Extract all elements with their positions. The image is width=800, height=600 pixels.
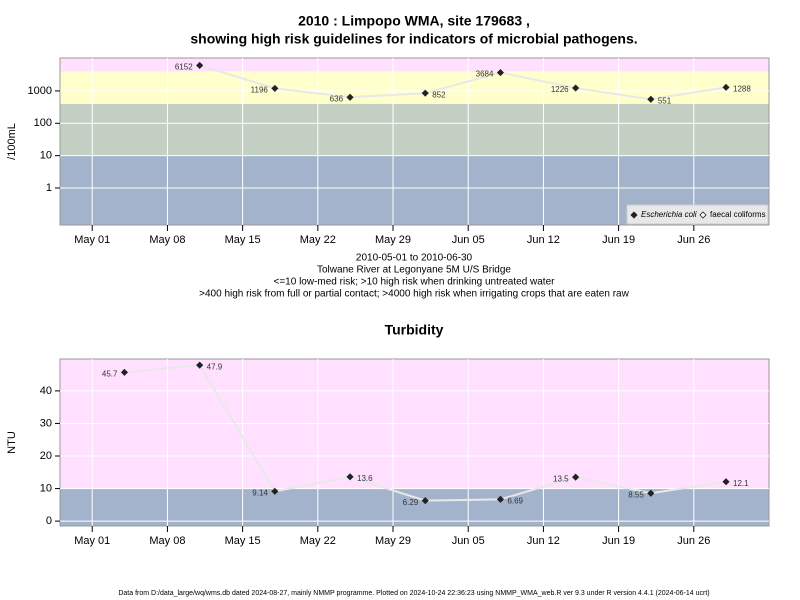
- data-label: 47.9: [207, 362, 223, 371]
- x-tick-label: May 15: [225, 234, 261, 246]
- subtitle-note: >400 high risk from full or partial cont…: [199, 289, 629, 300]
- x-tick-label: Jun 12: [527, 535, 560, 547]
- data-point: [346, 93, 354, 101]
- data-label: 8.55: [628, 490, 644, 499]
- y-tick-label: 100: [34, 117, 52, 129]
- legend-marker: [699, 211, 707, 219]
- y-tick-label: 0: [46, 515, 52, 527]
- risk-band: [60, 103, 769, 156]
- x-tick-label: Jun 26: [677, 234, 710, 246]
- data-point: [346, 473, 354, 481]
- x-tick-label: May 15: [225, 535, 261, 547]
- plot-border: [59, 57, 770, 226]
- data-label: 551: [658, 96, 672, 105]
- footer: Data from D:/data_large/wq/wms.db dated …: [118, 590, 709, 597]
- data-label: 12.1: [733, 479, 749, 488]
- x-tick-label: Jun 12: [527, 234, 560, 246]
- data-point: [120, 368, 129, 376]
- x-tick-label: Jun 05: [452, 535, 485, 547]
- plot-border: [59, 358, 770, 527]
- y-tick-label: 10: [40, 150, 52, 162]
- data-point: [572, 84, 580, 92]
- data-point: [496, 69, 505, 77]
- y-tick-label: 30: [40, 417, 52, 429]
- data-label: 852: [432, 90, 446, 99]
- data-point: [722, 83, 730, 91]
- x-tick-label: May 01: [74, 535, 110, 547]
- x-tick-label: May 22: [300, 234, 336, 246]
- data-label: 3684: [476, 70, 494, 79]
- data-point: [647, 95, 655, 103]
- subtitle-note: 2010-05-01 to 2010-06-30: [356, 253, 473, 264]
- y-tick-label: 1: [46, 182, 52, 194]
- subtitle-note: Tolwane River at Legonyane 5M U/S Bridge: [317, 265, 511, 276]
- x-tick-label: Jun 19: [602, 535, 635, 547]
- legend-label: faecal coliforms: [710, 210, 766, 219]
- x-tick-label: May 29: [375, 535, 411, 547]
- data-label: 9.14: [252, 488, 268, 497]
- x-tick-label: May 08: [149, 535, 185, 547]
- x-tick-label: May 29: [375, 234, 411, 246]
- data-point: [496, 495, 505, 503]
- data-point: [271, 487, 279, 495]
- data-label: 6152: [175, 62, 193, 71]
- data-label: 13.5: [553, 474, 569, 483]
- y-axis-label: /100mL: [6, 123, 18, 160]
- chart-title: 2010 : Limpopo WMA, site 179683 ,: [298, 13, 530, 29]
- data-label: 1288: [733, 84, 751, 93]
- risk-band: [60, 58, 769, 72]
- subtitle-note: <=10 low-med risk; >10 high risk when dr…: [274, 277, 556, 288]
- y-tick-label: 10: [40, 482, 52, 494]
- data-point: [421, 89, 429, 97]
- data-point: [421, 497, 429, 505]
- data-label: 1226: [551, 85, 569, 94]
- y-tick-label: 40: [40, 385, 52, 397]
- x-tick-label: Jun 19: [602, 234, 635, 246]
- legend-marker: [630, 211, 638, 219]
- x-tick-label: May 22: [300, 535, 336, 547]
- risk-band: [60, 488, 769, 526]
- y-tick-label: 20: [40, 450, 52, 462]
- data-label: 45.7: [102, 369, 118, 378]
- data-label: 6.29: [403, 498, 419, 507]
- data-point: [647, 489, 655, 497]
- data-label: 1196: [251, 86, 269, 95]
- x-tick-label: May 08: [149, 234, 185, 246]
- chart-title: showing high risk guidelines for indicat…: [190, 31, 637, 47]
- legend-box: [626, 204, 769, 225]
- data-point: [196, 361, 204, 369]
- data-point: [572, 473, 580, 481]
- data-label: 13.6: [357, 474, 373, 483]
- x-tick-label: Jun 05: [452, 234, 485, 246]
- y-tick-label: 1000: [28, 85, 52, 97]
- x-tick-label: May 01: [74, 234, 110, 246]
- series-line: [199, 64, 727, 101]
- data-point: [196, 61, 204, 69]
- y-axis-label: NTU: [6, 431, 18, 454]
- data-label: 636: [330, 94, 344, 103]
- x-tick-label: Jun 26: [677, 535, 710, 547]
- data-point: [722, 478, 730, 486]
- legend-label: Escherichia coli: [641, 210, 697, 219]
- data-label: 6.69: [507, 496, 523, 505]
- chart-title: Turbidity: [385, 322, 444, 338]
- data-point: [271, 84, 279, 92]
